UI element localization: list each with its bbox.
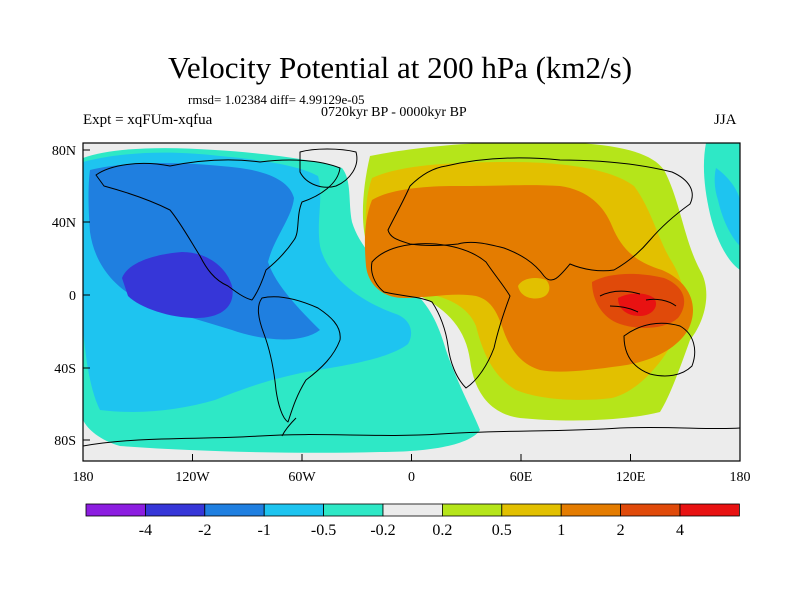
velocity-potential-field xyxy=(83,143,740,461)
stats-label: rmsd= 1.02384 diff= 4.99129e-05 xyxy=(188,92,365,107)
contour-plus-4 xyxy=(618,293,657,316)
colorbar-swatch xyxy=(501,503,562,517)
lon-label: 0 xyxy=(408,470,415,485)
contour-minus-2 xyxy=(122,252,233,318)
lat-label: 80S xyxy=(54,434,76,449)
lon-label: 120E xyxy=(616,470,646,485)
lat-label: 40S xyxy=(54,362,76,377)
coast-antarctic-peninsula xyxy=(281,417,297,437)
colorbar-label: 2 xyxy=(617,522,625,539)
coast-greenland xyxy=(299,148,358,188)
coast-australia xyxy=(623,322,696,377)
colorbar-labels: -4 -2 -1 -0.5 -0.2 0.2 0.5 1 2 4 xyxy=(139,522,684,539)
colorbar-label: -4 xyxy=(139,522,152,539)
colorbar-label: 0.5 xyxy=(492,522,512,539)
colorbar-label: 1 xyxy=(557,522,565,539)
colorbar-swatch xyxy=(620,503,681,517)
colorbar-swatch xyxy=(263,503,325,517)
lat-label: 0 xyxy=(69,289,76,304)
colorbar-swatch xyxy=(323,503,384,517)
coast-eurasia xyxy=(387,157,693,281)
lon-label: 180 xyxy=(73,470,94,485)
period-label: 0720kyr BP - 0000kyr BP xyxy=(321,105,467,120)
lat-ticks xyxy=(83,149,90,441)
colorbar-swatch xyxy=(144,503,206,517)
colorbar xyxy=(85,503,740,517)
chart-title: Velocity Potential at 200 hPa (km2/s) xyxy=(167,50,633,85)
lon-label: 180 xyxy=(730,470,751,485)
lat-label: 80N xyxy=(52,144,76,159)
lat-label: 40N xyxy=(52,216,76,231)
colorbar-swatch xyxy=(441,503,503,517)
colorbar-label: -0.5 xyxy=(311,522,336,539)
colorbar-swatch xyxy=(679,503,740,517)
colorbar-swatch xyxy=(204,503,265,517)
contour-minus-0.5-east xyxy=(714,168,740,246)
lon-label: 60W xyxy=(288,470,316,485)
season-label: JJA xyxy=(714,112,737,128)
colorbar-label: -1 xyxy=(258,522,271,539)
colorbar-label: 0.2 xyxy=(432,522,452,539)
colorbar-label: 4 xyxy=(676,522,684,539)
colorbar-swatch xyxy=(85,503,146,517)
colorbar-label: -0.2 xyxy=(370,522,395,539)
coast-south-america xyxy=(257,296,341,423)
contour-plus-1-inner-minimum xyxy=(518,278,550,299)
coast-north-america xyxy=(95,159,341,301)
coast-africa xyxy=(371,243,511,389)
lon-ticks xyxy=(82,454,741,461)
colorbar-swatch xyxy=(382,503,443,517)
colorbar-label: -2 xyxy=(198,522,211,539)
coastlines xyxy=(83,148,740,447)
lon-label: 120W xyxy=(175,470,210,485)
experiment-label: Expt = xqFUm-xqfua xyxy=(83,112,213,128)
coast-antarctica xyxy=(83,426,740,447)
contour-plus-1 xyxy=(364,185,693,372)
lon-label: 60E xyxy=(510,470,533,485)
colorbar-swatch xyxy=(560,503,622,517)
coast-indonesia xyxy=(599,290,677,313)
